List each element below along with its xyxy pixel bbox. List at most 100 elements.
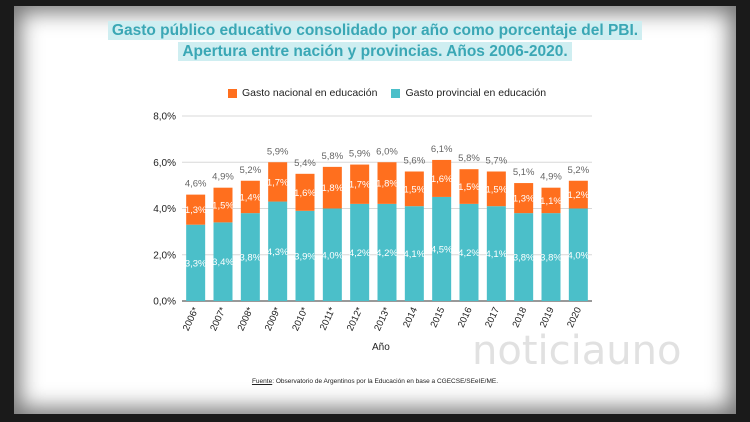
data-label-nacional: 1,5%	[458, 182, 480, 193]
data-label-nacional: 1,8%	[376, 179, 398, 190]
data-label-provincial: 3,9%	[294, 251, 316, 262]
bar-nacional	[459, 169, 479, 204]
source-note: Fuente: Observatorio de Argentinos por l…	[0, 378, 750, 385]
bar-nacional	[350, 164, 370, 204]
bar-provincial	[186, 224, 206, 301]
y-tick-label: 2,0%	[153, 250, 176, 261]
legend-item-nacional: Gasto nacional en educación	[228, 87, 377, 99]
legend-label-provincial: Gasto provincial en educación	[405, 87, 547, 99]
bar-provincial	[432, 196, 452, 301]
bar-nacional	[486, 171, 506, 207]
source-text: : Observatorio de Argentinos por la Educ…	[272, 378, 499, 385]
x-tick-label: 2006*	[181, 305, 202, 332]
bar-provincial	[322, 208, 342, 301]
bar-provincial	[240, 213, 260, 301]
data-label-provincial: 3,3%	[185, 258, 207, 269]
x-tick-label: 2010*	[290, 305, 311, 332]
data-label-nacional: 1,3%	[185, 205, 207, 216]
legend-label-nacional: Gasto nacional en educación	[242, 87, 378, 99]
data-label-nacional: 1,5%	[404, 184, 426, 195]
bar-nacional	[541, 187, 561, 214]
data-label-provincial: 4,0%	[322, 250, 344, 261]
x-tick-label: 2020	[565, 306, 584, 330]
chart-title-line-1: Gasto público educativo consolidado por …	[0, 21, 750, 40]
total-label: 5,2%	[568, 165, 590, 176]
total-label: 5,2%	[240, 165, 262, 176]
total-label: 5,6%	[404, 156, 426, 167]
total-label: 6,1%	[431, 144, 453, 155]
x-tick-label: 2014	[401, 306, 420, 330]
source-label: Fuente	[251, 378, 273, 385]
data-label-provincial: 4,1%	[404, 249, 426, 260]
x-tick-label: 2011*	[318, 305, 338, 332]
data-label-nacional: 1,4%	[240, 192, 262, 203]
x-tick-label: 2008*	[236, 305, 257, 332]
bar-nacional	[240, 180, 260, 214]
legend-item-provincial: Gasto provincial en educación	[391, 87, 546, 99]
bar-provincial	[568, 208, 588, 301]
data-label-nacional: 1,5%	[486, 184, 508, 195]
bar-provincial	[377, 203, 397, 301]
total-label: 4,6%	[185, 179, 207, 190]
watermark-logo: noticiauno	[472, 328, 682, 374]
x-tick-label: 2018	[510, 306, 529, 330]
bar-nacional	[432, 159, 452, 197]
bar-nacional	[186, 194, 206, 225]
data-label-nacional: 1,7%	[349, 180, 371, 191]
y-tick-label: 8,0%	[153, 112, 176, 123]
chart-title-line-2: Apertura entre nación y provincias. Años…	[0, 42, 750, 61]
data-label-nacional: 1,6%	[431, 174, 453, 185]
bar-nacional	[295, 173, 315, 211]
x-tick-label: 2007*	[208, 305, 229, 332]
legend-swatch-provincial	[391, 88, 401, 98]
title-text-1: Gasto público educativo consolidado por …	[107, 21, 643, 40]
total-label: 4,9%	[540, 172, 562, 183]
total-label: 5,8%	[458, 153, 480, 164]
data-label-provincial: 4,0%	[568, 250, 590, 261]
x-axis-title: Año	[372, 342, 390, 353]
total-label: 6,0%	[376, 146, 398, 157]
data-label-provincial: 3,8%	[240, 253, 262, 264]
bar-nacional	[377, 162, 397, 204]
y-tick-label: 6,0%	[153, 158, 176, 169]
bar-nacional	[514, 183, 534, 214]
bar-provincial	[350, 203, 370, 301]
bar-nacional	[404, 171, 424, 207]
data-label-provincial: 4,2%	[349, 248, 371, 259]
data-label-nacional: 1,6%	[294, 188, 316, 199]
y-tick-label: 0,0%	[153, 297, 176, 308]
total-label: 5,4%	[294, 158, 316, 169]
bar-provincial	[268, 201, 288, 301]
total-label: 5,1%	[513, 167, 535, 178]
total-label: 5,8%	[322, 151, 344, 162]
chart-card	[14, 6, 736, 414]
bar-nacional	[568, 180, 588, 209]
title-text-2: Apertura entre nación y provincias. Años…	[178, 42, 572, 61]
bar-nacional	[268, 162, 288, 202]
x-tick-label: 2019	[538, 306, 557, 330]
bar-provincial	[404, 206, 424, 301]
data-label-provincial: 4,1%	[486, 249, 508, 260]
bar-provincial	[486, 206, 506, 301]
data-label-provincial: 4,3%	[267, 247, 289, 258]
x-tick-label: 2016	[456, 306, 475, 330]
legend-swatch-nacional	[228, 88, 237, 98]
total-label: 4,9%	[212, 172, 234, 183]
legend: Gasto nacional en educación Gasto provin…	[228, 87, 546, 99]
bar-provincial	[541, 213, 561, 301]
bar-provincial	[459, 203, 479, 301]
data-label-provincial: 4,2%	[376, 248, 398, 259]
data-label-nacional: 1,2%	[568, 190, 590, 201]
bar-nacional	[213, 187, 233, 223]
data-label-nacional: 1,1%	[540, 196, 562, 207]
x-tick-label: 2017	[483, 306, 502, 330]
data-label-provincial: 4,2%	[458, 248, 480, 259]
data-label-nacional: 1,5%	[212, 201, 234, 212]
bar-provincial	[514, 213, 534, 301]
x-tick-label: 2015	[428, 306, 447, 330]
data-label-nacional: 1,3%	[513, 194, 535, 205]
x-tick-label: 2013*	[372, 305, 393, 332]
data-label-provincial: 4,5%	[431, 244, 453, 255]
